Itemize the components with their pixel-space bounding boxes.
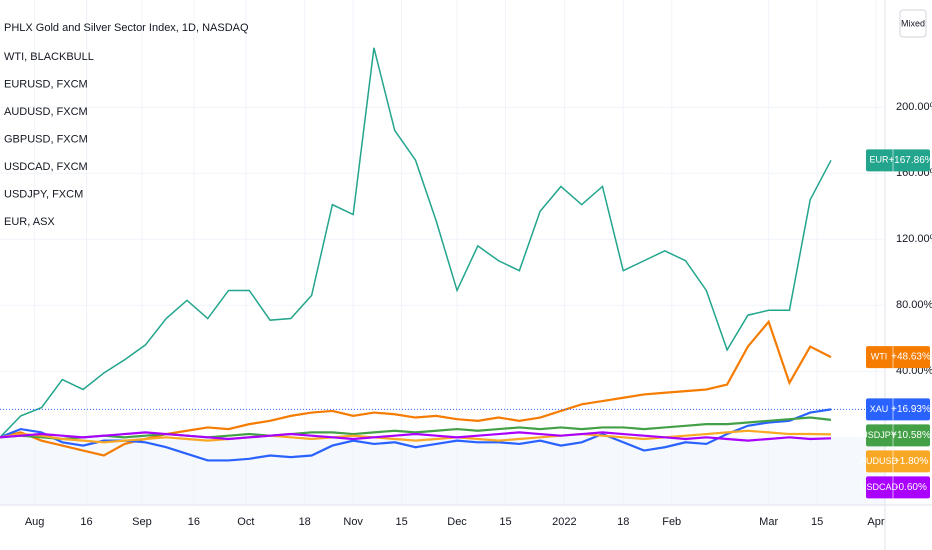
y-tick-label: 40.00% — [896, 365, 932, 377]
badge-name: AUDUSD — [860, 456, 899, 466]
badge-name: EUR — [869, 155, 889, 165]
legend-entry: GBPUSD, FXCM — [4, 133, 88, 145]
scale-mode-button[interactable] — [899, 9, 927, 38]
series-line — [0, 416, 832, 441]
x-tick-label: Nov — [343, 516, 363, 528]
badges: EUR +167.86% WTI +48.63% XAU +16.93% USDJPY+10… — [860, 149, 932, 499]
y-tick-label: 200.00% — [896, 101, 932, 113]
legend-entry: USDCAD, FXCM — [4, 161, 88, 173]
x-tick-label: Feb — [662, 516, 681, 528]
lower-band — [0, 437, 885, 505]
x-tick-label: 15 — [396, 516, 408, 528]
badge-value: -0.60% — [895, 482, 927, 493]
legend: WTI, BLACKBULL EURUSD, FXCM AUDUSD, FXCM GB… — [4, 51, 94, 228]
x-tick-label: 18 — [617, 516, 629, 528]
x-tick-label: 16 — [80, 516, 92, 528]
badge-value: +1.80% — [894, 456, 928, 467]
legend-entry: EUR, ASX — [4, 216, 55, 228]
legend-entry: EURUSD, FXCM — [4, 78, 88, 90]
x-tick-label: 2022 — [552, 516, 576, 528]
badge-name: XAU — [870, 404, 889, 414]
badge-value: +48.63% — [891, 352, 931, 363]
badge-value: +16.93% — [891, 404, 931, 415]
series-line — [0, 47, 832, 438]
x-tick-label: Aug — [25, 516, 45, 528]
series-line — [0, 319, 832, 457]
badge-value: +167.86% — [888, 155, 932, 166]
x-tick-label: Sep — [132, 516, 152, 528]
x-tick-label: Oct — [237, 516, 254, 528]
series-line — [0, 408, 832, 462]
series-line — [0, 431, 832, 442]
y-tick-label: 120.00% — [896, 233, 932, 245]
series-badge — [866, 346, 930, 369]
badge-name: USDCAD — [860, 482, 899, 492]
x-tick-label: 18 — [299, 516, 311, 528]
x-tick-label: 16 — [188, 516, 200, 528]
series-line — [0, 429, 832, 444]
x-tick-label: 15 — [499, 516, 511, 528]
series-badge — [866, 149, 930, 172]
badge-value: +10.58% — [891, 430, 931, 441]
grid — [0, 0, 885, 505]
scale-mode-label[interactable]: Mixed — [901, 18, 925, 28]
x-tick-label: Dec — [447, 516, 467, 528]
x-tick-label: 15 — [811, 516, 823, 528]
x-tick-label: Mar — [759, 516, 778, 528]
series-badge — [866, 476, 930, 499]
legend-entry: AUDUSD, FXCM — [4, 106, 88, 118]
series-badge — [866, 450, 930, 473]
badge-name: USDJPY — [861, 430, 897, 440]
series-badge — [866, 424, 930, 447]
lines — [0, 47, 885, 462]
legend-entry: USDJPY, FXCM — [4, 188, 83, 200]
series-badge — [866, 398, 930, 421]
y-tick-label: 80.00% — [896, 299, 932, 311]
badge-name: WTI — [871, 351, 888, 361]
axes: 40.00%80.00%120.00%160.00%200.00%Aug16Se… — [25, 101, 932, 528]
chart-title: PHLX Gold and Silver Sector Index, 1D, N… — [4, 22, 249, 34]
x-tick-label: Apr — [867, 516, 884, 528]
legend-entry: WTI, BLACKBULL — [4, 51, 94, 63]
